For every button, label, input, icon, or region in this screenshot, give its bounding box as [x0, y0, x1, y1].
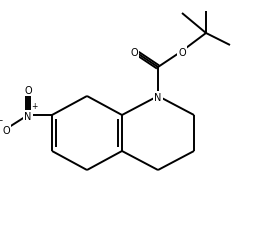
Text: N: N	[154, 93, 162, 103]
Text: O: O	[130, 48, 138, 58]
Text: O: O	[178, 48, 186, 58]
Text: +: +	[31, 101, 37, 111]
Text: N: N	[24, 111, 32, 121]
Text: O: O	[24, 86, 32, 96]
Text: O: O	[2, 126, 10, 135]
Text: −: −	[0, 116, 2, 124]
